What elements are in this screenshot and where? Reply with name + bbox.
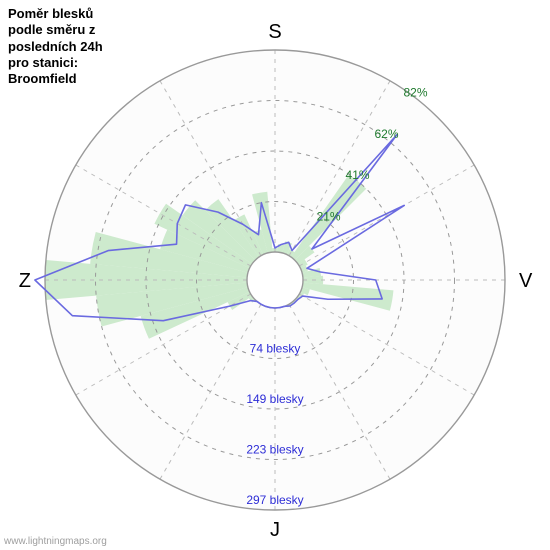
ring-label-count: 74 blesky [250,342,301,356]
polar-chart: 21% 41% 62% 82% 74 blesky 149 blesky 223 blesk… [0,0,550,550]
ring-label-pct: 41% [346,168,370,182]
ring-label-count: 223 blesky [246,443,303,457]
ring-label-count: 149 blesky [246,392,303,406]
cardinal-w: Z [19,270,31,292]
ring-label-count: 297 blesky [246,493,303,507]
ring-label-pct: 62% [375,127,399,141]
cardinal-n: S [268,21,281,43]
cardinal-s: J [270,519,280,541]
cardinal-e: V [519,270,533,292]
ring-label-pct: 82% [403,86,427,100]
ring-label-pct: 21% [317,210,341,224]
